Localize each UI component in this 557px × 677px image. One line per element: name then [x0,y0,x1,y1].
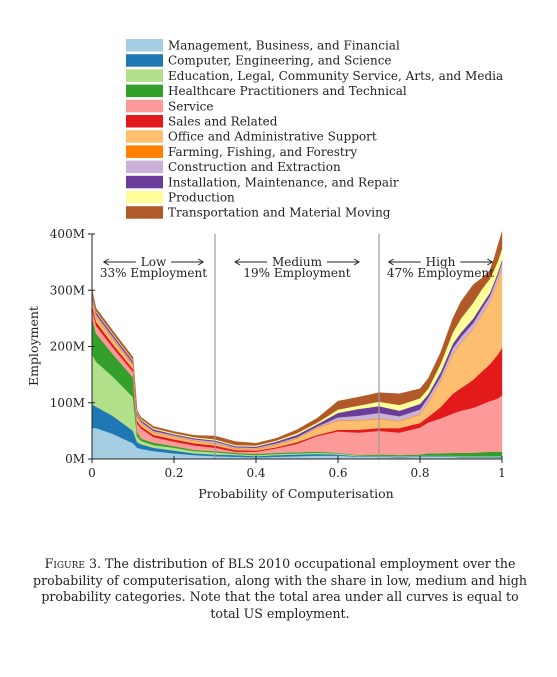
y-tick-label-0: 0M [65,452,85,466]
legend-label-3: Healthcare Practitioners and Technical [168,84,407,98]
legend-swatch-4 [126,99,163,113]
region-arrowhead-left-2 [387,258,394,266]
region-arrowhead-left-0 [102,258,110,266]
legend-swatch-1 [126,54,163,67]
chart-legend: Management, Business, and FinancialCompu… [126,39,503,220]
threshold-lines [214,234,380,459]
legend-label-5: Sales and Related [168,115,278,129]
legend-label-0: Management, Business, and Financial [168,39,400,53]
y-tick-label-1: 100M [50,396,85,410]
caption-label: Figure 3. [44,556,102,571]
legend-label-6: Office and Administrative Support [168,130,377,144]
region-share-1: 19% Employment [243,266,350,280]
x-tick-label-0: 0 [88,466,96,480]
legend-swatch-0 [126,39,163,52]
legend-swatch-10 [126,191,163,204]
legend-label-1: Computer, Engineering, and Science [168,54,392,68]
region-arrowhead-right-0 [197,258,205,266]
y-axis-label: Employment [26,306,41,386]
legend-label-9: Installation, Maintenance, and Repair [168,175,399,189]
chart-figure: Management, Business, and FinancialCompu… [26,39,506,502]
x-tick-label-5: 1 [498,466,506,480]
legend-swatch-7 [126,145,163,158]
x-tick-label-1: 0.2 [164,466,183,480]
legend-swatch-2 [126,69,163,82]
axes: 0M 100M 200M 300M 400M 0 0.2 0.4 0.6 0.8 1 [50,227,506,480]
legend-label-4: Service [168,99,214,113]
region-label-0: Low [141,255,167,269]
caption-text: The distribution of BLS 2010 occupationa… [33,556,527,621]
y-tick-label-3: 300M [50,283,85,297]
legend-swatch-3 [126,84,163,98]
figure-caption: Figure 3. The distribution of BLS 2010 o… [30,556,530,622]
legend-swatch-5 [126,115,163,128]
legend-swatch-9 [126,175,163,189]
legend-label-11: Transportation and Material Moving [168,206,391,220]
legend-swatch-8 [126,160,163,174]
region-share-2: 47% Employment [387,266,494,280]
legend-swatch-11 [126,206,163,219]
y-tick-label-2: 200M [50,340,85,354]
region-label-2: High [426,255,456,269]
region-arrowhead-right-1 [353,258,360,266]
region-share-0: 33% Employment [100,266,207,280]
legend-label-10: Production [168,191,235,205]
legend-label-8: Construction and Extraction [168,160,341,174]
x-tick-label-2: 0.4 [246,466,265,480]
x-tick-label-4: 0.8 [410,466,429,480]
legend-label-7: Farming, Fishing, and Forestry [168,145,357,159]
legend-label-2: Education, Legal, Community Service, Art… [168,69,503,83]
region-label-1: Medium [272,255,323,269]
region-arrowhead-left-1 [234,258,241,266]
x-axis-label: Probability of Computerisation [198,486,393,501]
y-tick-label-4: 400M [50,227,85,241]
legend-swatch-6 [126,130,163,143]
region-arrowhead-right-2 [487,258,494,266]
x-tick-label-3: 0.6 [328,466,347,480]
